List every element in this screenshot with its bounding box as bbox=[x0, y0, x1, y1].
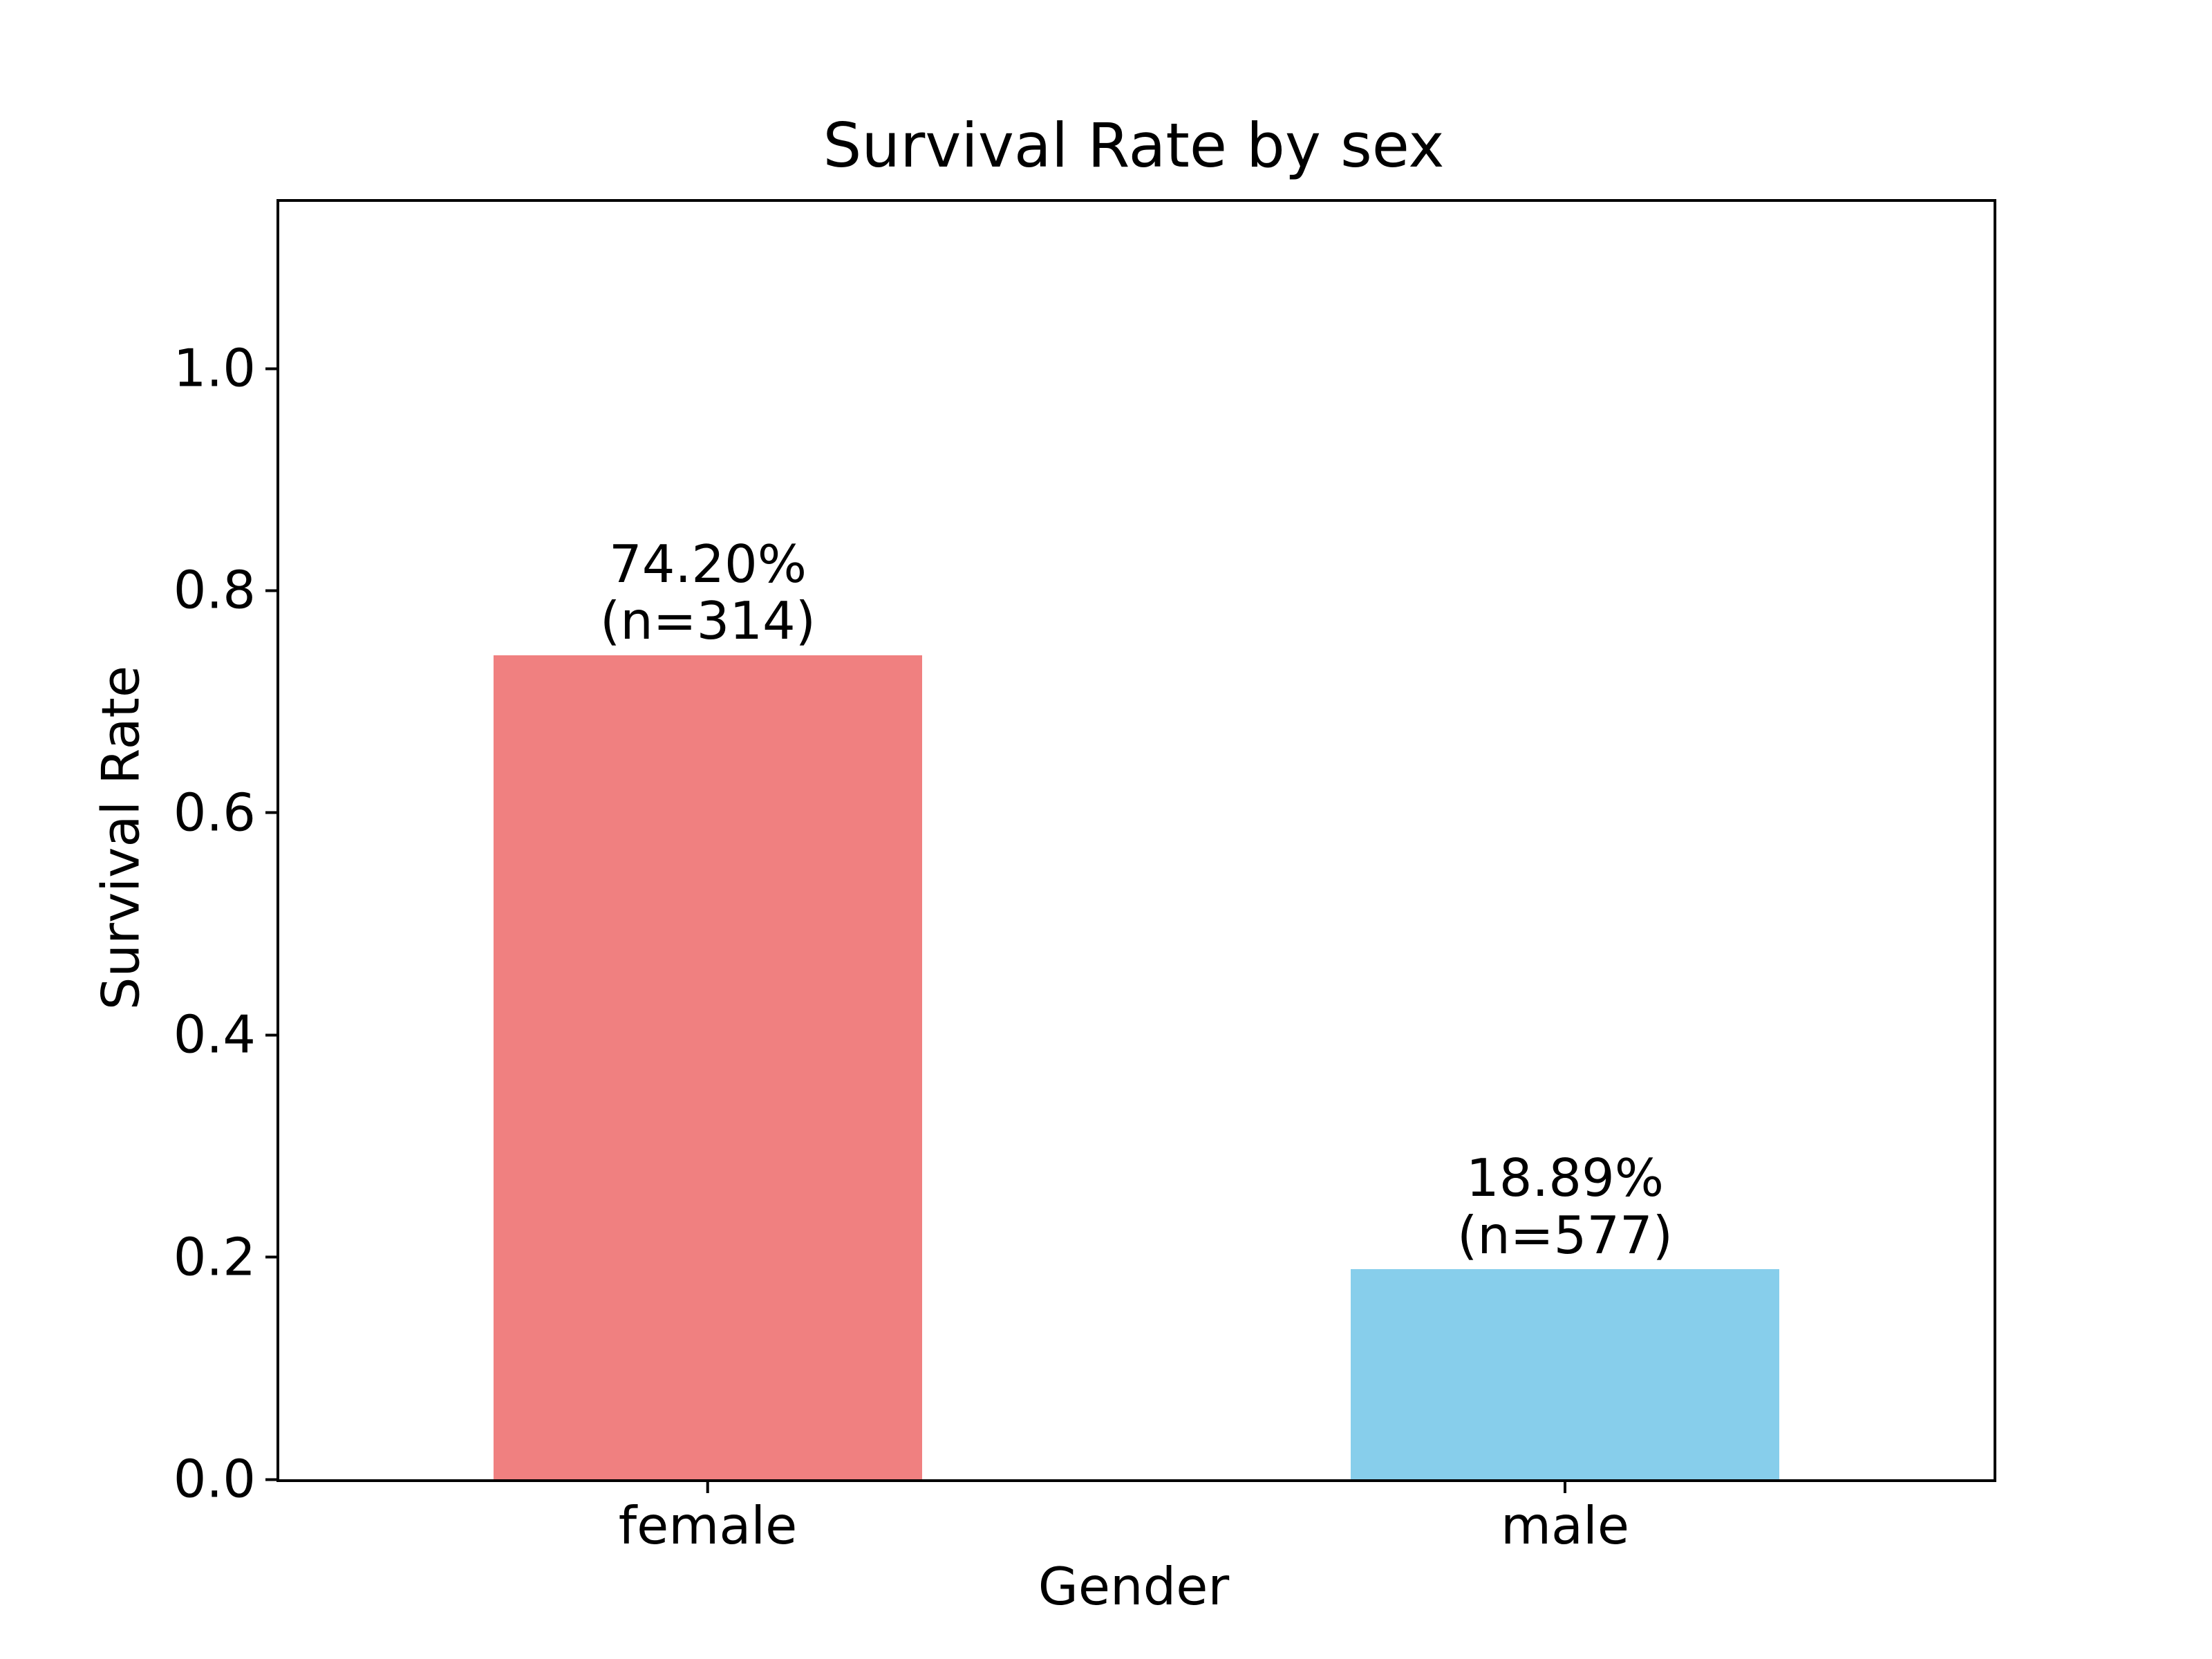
x-tickmark bbox=[706, 1479, 709, 1493]
y-tickmark bbox=[265, 1033, 279, 1037]
y-tickmark bbox=[265, 367, 279, 371]
y-tick-label: 0.2 bbox=[173, 1226, 256, 1288]
y-tick-label: 0.4 bbox=[173, 1004, 256, 1065]
x-tick-female: female bbox=[618, 1479, 798, 1556]
y-tick-label: 1.0 bbox=[173, 337, 256, 399]
bar-label-female-count: (n=314) bbox=[599, 590, 816, 652]
bar-label-male-percent: 18.89% bbox=[1466, 1147, 1664, 1209]
y-tick-1.0: 1.0 bbox=[104, 337, 279, 399]
y-tick-label: 0.8 bbox=[173, 559, 256, 621]
y-tickmark bbox=[265, 1478, 279, 1481]
y-tick-label: 0.0 bbox=[173, 1448, 256, 1510]
plot-area: 74.20% (n=314) 18.89% (n=577) 0.0 0.2 0.… bbox=[174, 199, 1996, 1552]
bar-male bbox=[1351, 1269, 1779, 1479]
y-tickmark bbox=[265, 589, 279, 592]
x-tick-label-female: female bbox=[618, 1495, 798, 1556]
y-tick-0.2: 0.2 bbox=[104, 1231, 279, 1283]
y-tickmark bbox=[265, 1255, 279, 1259]
x-axis-label: Gender bbox=[1038, 1556, 1230, 1617]
y-tick-0.4: 0.4 bbox=[104, 1009, 279, 1061]
bar-female bbox=[494, 655, 922, 1479]
y-tickmark bbox=[265, 811, 279, 814]
y-axis-label: Survival Rate bbox=[90, 665, 151, 1011]
bar-label-female: 74.20% (n=314) bbox=[600, 536, 816, 650]
x-tick-label-male: male bbox=[1501, 1495, 1629, 1556]
bar-label-male: 18.89% (n=577) bbox=[1457, 1150, 1673, 1264]
y-tick-0.8: 0.8 bbox=[104, 559, 279, 621]
y-tick-0.6: 0.6 bbox=[104, 787, 279, 838]
y-tick-label: 0.6 bbox=[173, 782, 256, 843]
chart-title: Survival Rate by sex bbox=[823, 110, 1445, 181]
bar-label-female-percent: 74.20% bbox=[609, 533, 807, 594]
y-tick-0.0: 0.0 bbox=[104, 1448, 279, 1510]
x-tickmark bbox=[1564, 1479, 1566, 1493]
bar-label-male-count: (n=577) bbox=[1456, 1204, 1674, 1266]
x-tick-male: male bbox=[1501, 1479, 1629, 1552]
